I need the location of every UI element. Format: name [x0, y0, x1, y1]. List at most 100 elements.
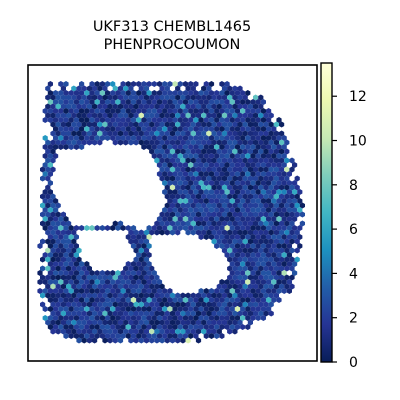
hexbin-cell	[63, 306, 69, 312]
hexbin-cell	[211, 166, 217, 173]
hexbin-cell	[68, 306, 74, 312]
hexbin-cell	[120, 99, 126, 105]
hexbin-cell	[63, 225, 69, 231]
hexbin-cell	[237, 292, 243, 299]
hexbin-cell	[221, 292, 228, 299]
hexbin-cell	[221, 193, 228, 200]
hexbin-cell	[185, 220, 191, 227]
hexbin-cell	[279, 283, 285, 290]
hexbin-cell	[130, 279, 137, 285]
hexbin-cell	[63, 99, 69, 105]
hexbin-cell	[214, 90, 220, 96]
hexbin-cell	[281, 225, 287, 231]
hexbin-cell	[201, 94, 207, 101]
hexbin-cell	[169, 148, 176, 155]
hexbin-cell	[289, 256, 295, 263]
hexbin-cell	[143, 94, 150, 101]
hexbin-cell	[279, 193, 285, 200]
hexbin-cell	[110, 99, 116, 105]
hexbin-cell	[237, 238, 243, 245]
hexbin-cell	[185, 319, 191, 326]
hexbin-cell	[60, 283, 66, 290]
hexbin-cell	[105, 297, 111, 303]
hexbin-cell	[60, 238, 66, 245]
hexbin-cell	[182, 207, 189, 213]
hexbin-cell	[117, 337, 124, 344]
hexbin-cell	[177, 207, 183, 213]
hexbin-cell	[136, 126, 142, 132]
hexbin-cell	[63, 333, 69, 339]
hexbin-cell	[86, 94, 92, 101]
hexbin-cell	[169, 229, 176, 236]
hexbin-cell	[102, 310, 108, 317]
hexbin-cell	[81, 265, 87, 272]
hexbin-cell	[99, 126, 105, 132]
hexbin-cell	[84, 324, 90, 330]
hexbin-cell	[63, 279, 69, 285]
hexbin-cell	[240, 288, 246, 294]
hexbin-cell	[216, 175, 222, 182]
hexbin-cell	[211, 328, 217, 335]
hexbin-cell	[263, 247, 269, 254]
hexbin-cell	[182, 180, 189, 186]
hexbin-cell	[193, 117, 199, 123]
hexbin-cell	[45, 292, 51, 299]
hexbin-cell	[195, 130, 202, 137]
hexbin-cell	[162, 153, 168, 159]
hexbin-cell	[242, 157, 248, 164]
hexbin-cell	[195, 229, 202, 236]
hexbin-cell	[221, 166, 228, 173]
hexbin-cell	[229, 234, 235, 240]
hexbin-cell	[123, 292, 129, 299]
hexbin-cell	[60, 265, 66, 272]
hexbin-cell	[53, 153, 59, 159]
hexbin-cell	[271, 225, 277, 231]
hexbin-cell	[247, 310, 253, 317]
hexbin-cell	[172, 153, 178, 159]
hexbin-cell	[107, 283, 113, 290]
hexbin-cell	[167, 126, 173, 132]
hexbin-cell	[255, 189, 261, 195]
hexbin-cell	[195, 175, 202, 182]
hexbin-cell	[250, 153, 256, 159]
hexbin-cell	[97, 121, 103, 128]
hexbin-cell	[66, 139, 72, 146]
hexbin-cell	[227, 85, 233, 92]
hexbin-cell	[112, 337, 118, 344]
hexbin-cell	[237, 265, 243, 272]
hexbin-cell	[208, 144, 215, 150]
hexbin-cell	[45, 274, 51, 281]
hexbin-cell	[240, 252, 246, 258]
hexbin-cell	[284, 220, 290, 227]
hexbin-cell	[73, 288, 79, 294]
hexbin-cell	[169, 202, 176, 209]
hexbin-cell	[182, 108, 189, 114]
hexbin-cell	[58, 108, 64, 114]
hexbin-cell	[258, 94, 264, 101]
hexbin-cell	[71, 139, 77, 146]
hexbin-cell	[63, 243, 69, 249]
hexbin-cell	[188, 189, 194, 195]
hexbin-cell	[102, 94, 108, 101]
hexbin-cell	[130, 117, 137, 123]
hexbin-cell	[141, 108, 147, 114]
hexbin-cell	[68, 252, 74, 258]
hexbin-cell	[53, 279, 59, 285]
hexbin-cell	[245, 270, 251, 276]
hexbin-cell	[240, 108, 246, 114]
hexbin-cell	[255, 288, 261, 294]
hexbin-cell	[120, 270, 126, 276]
hexbin-cell	[273, 274, 279, 281]
hexbin-cell	[206, 211, 212, 218]
hexbin-cell	[198, 306, 204, 312]
hexbin-cell	[71, 247, 77, 254]
hexbin-cell	[60, 121, 66, 128]
hexbin-cell	[219, 315, 225, 321]
hexbin-cell	[123, 130, 129, 137]
hexbin-cell	[63, 324, 69, 330]
hexbin-cell	[279, 274, 285, 281]
hexbin-cell	[245, 90, 251, 96]
hexbin-cell	[263, 175, 269, 182]
hexbin-cell	[253, 130, 259, 137]
hexbin-cell	[47, 81, 53, 87]
